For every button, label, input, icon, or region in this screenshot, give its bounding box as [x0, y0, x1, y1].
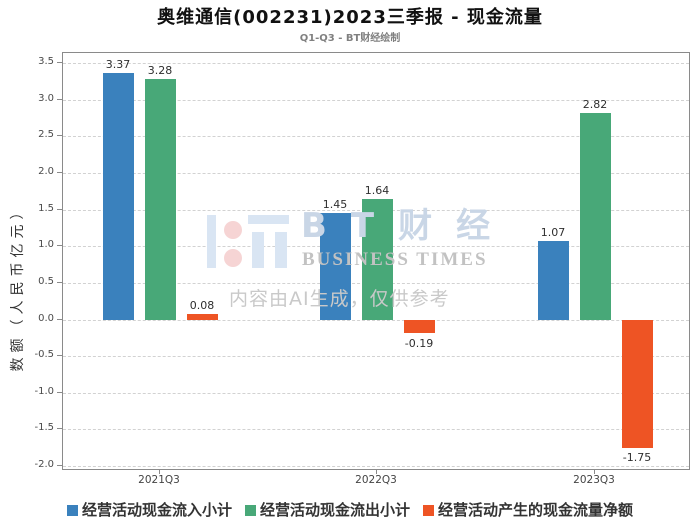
gridline — [63, 136, 689, 138]
y-tick-label: -0.5 — [34, 349, 54, 361]
y-tick-mark — [57, 172, 62, 174]
y-tick-label: 0.5 — [38, 275, 54, 287]
bar-2023Q3-s2 — [621, 319, 653, 448]
y-tick-label: 1.5 — [38, 202, 54, 214]
y-tick-label: -2.0 — [34, 459, 54, 471]
bar-2021Q3-s2 — [186, 313, 218, 320]
bar-2021Q3-s0 — [102, 72, 134, 320]
legend-swatch-icon — [244, 504, 256, 516]
x-tick-label: 2023Q3 — [573, 474, 615, 486]
gridline — [63, 466, 689, 468]
legend-item-2: 经营活动产生的现金流量净额 — [423, 501, 633, 519]
y-tick-mark — [57, 98, 62, 100]
x-tick-mark — [159, 469, 160, 474]
bar-2023Q3-s0 — [537, 241, 569, 320]
chart-title: 奥维通信(002231)2023三季报 - 现金流量 — [157, 7, 543, 28]
legend-swatch-icon — [66, 504, 78, 516]
y-tick-mark — [57, 281, 62, 283]
legend-label: 经营活动现金流入小计 — [81, 501, 232, 519]
bar-2022Q3-s1 — [361, 199, 393, 320]
bar-2022Q3-s2 — [403, 319, 435, 334]
y-tick-label: 3.5 — [38, 56, 54, 68]
y-tick-label: 1.0 — [38, 239, 54, 251]
gridline — [63, 63, 689, 65]
y-tick-mark — [57, 355, 62, 357]
bar-value-label: 1.45 — [322, 198, 348, 212]
y-tick-mark — [57, 62, 62, 64]
y-tick-label: 2.0 — [38, 166, 54, 178]
bar-2023Q3-s1 — [579, 113, 611, 320]
gridline — [63, 99, 689, 101]
legend-item-1: 经营活动现金流出小计 — [244, 501, 410, 519]
bar-2021Q3-s1 — [144, 79, 176, 320]
chart-subtitle: Q1-Q3 - BT财经绘制 — [299, 33, 401, 44]
y-tick-label: 2.5 — [38, 129, 54, 141]
y-tick-label: 3.0 — [38, 92, 54, 104]
bar-value-label: 3.28 — [147, 64, 173, 78]
gridline — [63, 319, 689, 321]
bar-2022Q3-s0 — [319, 213, 351, 320]
x-tick-mark — [594, 469, 595, 474]
bar-value-label: 2.82 — [582, 98, 608, 112]
gridline — [63, 173, 689, 175]
x-tick-label: 2022Q3 — [355, 474, 397, 486]
y-tick-mark — [57, 245, 62, 247]
bar-value-label: 0.08 — [189, 298, 215, 312]
y-tick-mark — [57, 135, 62, 137]
legend: 经营活动现金流入小计 经营活动现金流出小计 经营活动产生的现金流量净额 — [0, 501, 700, 519]
legend-swatch-icon — [423, 504, 434, 516]
bar-value-label: -0.19 — [404, 336, 434, 350]
legend-item-0: 经营活动现金流入小计 — [66, 501, 232, 519]
x-tick-mark — [376, 469, 377, 474]
y-tick-mark — [57, 318, 62, 320]
legend-label: 经营活动产生的现金流量净额 — [438, 501, 634, 519]
y-tick-mark — [57, 208, 62, 210]
gridline — [63, 392, 689, 394]
bar-value-label: 1.07 — [540, 226, 566, 240]
y-tick-label: -1.5 — [34, 422, 54, 434]
gridline — [63, 356, 689, 358]
bar-value-label: 3.37 — [105, 57, 131, 71]
x-tick-label: 2021Q3 — [138, 474, 180, 486]
plot-area: 3.37 1.45 1.07 3.28 1.64 2.82 0.08 -0.19 -1.75 — [62, 52, 690, 470]
gridline — [63, 429, 689, 431]
bar-value-label: -1.75 — [622, 450, 652, 464]
bar-value-label: 1.64 — [364, 184, 390, 198]
y-tick-label: -1.0 — [34, 385, 54, 397]
y-tick-mark — [57, 391, 62, 393]
y-tick-mark — [57, 428, 62, 430]
y-tick-mark — [57, 465, 62, 467]
legend-label: 经营活动现金流出小计 — [259, 501, 410, 519]
y-tick-label: 0.0 — [38, 312, 54, 324]
